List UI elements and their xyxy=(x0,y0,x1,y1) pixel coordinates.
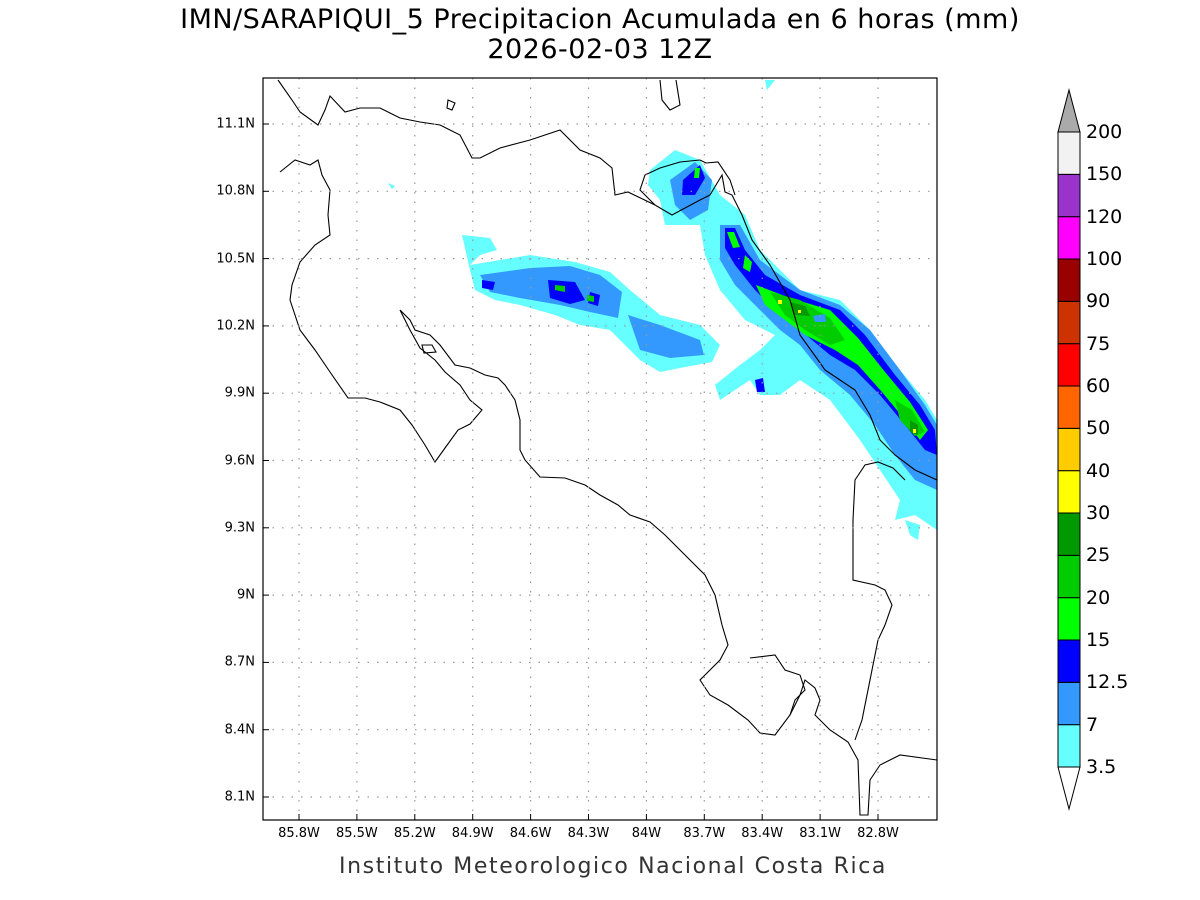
credit-text: Instituto Meteorologico Nacional Costa R… xyxy=(339,854,887,879)
colorbar-level-label: 60 xyxy=(1086,375,1111,397)
colorbar-swatch xyxy=(1057,512,1081,556)
colorbar-level-label: 100 xyxy=(1086,248,1123,270)
graticule xyxy=(263,78,937,820)
colorbar-swatch xyxy=(1057,343,1081,387)
lat-tick-label: 9.6N xyxy=(224,453,255,468)
colorbar-level-label: 15 xyxy=(1086,629,1111,651)
precip-20 xyxy=(555,285,594,302)
map-subtitle: 2026-02-03 12Z xyxy=(487,34,713,65)
precip-12.5 xyxy=(482,280,600,306)
map-frame xyxy=(262,77,938,821)
lat-tick-label: 9.3N xyxy=(224,520,255,536)
colorbar-level-label: 12.5 xyxy=(1086,671,1129,694)
colorbar-swatch xyxy=(1057,597,1081,641)
colorbar-swatch xyxy=(1057,427,1081,472)
lat-tick-label: 10.8N xyxy=(216,183,255,199)
colorbar-level-label: 90 xyxy=(1086,290,1111,313)
lon-tick-label: 84.3W xyxy=(567,826,610,841)
lat-tick-label: 8.4N xyxy=(224,722,255,738)
precip-15 xyxy=(694,168,928,440)
colorbar-level-label: 50 xyxy=(1086,417,1111,440)
colorbar-swatch xyxy=(1057,554,1081,599)
colorbar-swatch xyxy=(1057,724,1081,768)
lat-tick-label: 8.7N xyxy=(224,654,255,670)
lat-tick-label: 10.2N xyxy=(216,318,255,334)
colorbar-level-label: 30 xyxy=(1086,502,1111,524)
colorbar-under-triangle xyxy=(1057,766,1081,811)
colorbar-swatch xyxy=(1057,639,1081,683)
colorbar-level-label: 120 xyxy=(1086,205,1123,228)
colorbar-level-label: 40 xyxy=(1086,459,1111,482)
colorbar-swatch xyxy=(1057,173,1081,218)
precip-7 xyxy=(480,266,704,358)
lon-tick-label: 84W xyxy=(631,826,662,841)
colorbar-swatch xyxy=(1057,470,1081,514)
lon-tick-label: 85.2W xyxy=(393,826,436,841)
precip-25 xyxy=(790,302,918,435)
lat-tick-label: 8.1N xyxy=(224,789,255,805)
colorbar-over-triangle xyxy=(1057,88,1081,133)
colorbar-swatch xyxy=(1057,385,1081,429)
colorbar-level-label: 150 xyxy=(1086,163,1123,186)
axis-ticks xyxy=(263,123,879,820)
colorbar-level-label: 75 xyxy=(1086,332,1111,355)
colorbar-swatch xyxy=(1057,216,1081,260)
lon-tick-label: 83.1W xyxy=(799,826,841,841)
colorbar-level-label: 7 xyxy=(1086,713,1099,736)
precip-7 xyxy=(813,314,826,322)
colorbar-swatch xyxy=(1057,258,1081,302)
colorbar-level-label: 20 xyxy=(1086,586,1111,609)
map-title: IMN/SARAPIQUI_5 Precipitacion Acumulada … xyxy=(180,4,1020,35)
lat-tick-label: 9.9N xyxy=(224,385,255,401)
lon-tick-label: 83.4W xyxy=(741,826,784,841)
coastline xyxy=(277,79,937,816)
lon-tick-label: 84.6W xyxy=(509,826,552,841)
lat-tick-label: 10.5N xyxy=(216,251,255,267)
precipitation-field xyxy=(263,78,937,820)
lon-tick-label: 84.9W xyxy=(451,826,494,841)
colorbar-swatch xyxy=(1057,300,1081,345)
lon-tick-label: 83.7W xyxy=(683,826,726,841)
colorbar xyxy=(1057,88,1081,811)
colorbar-level-label: 25 xyxy=(1086,544,1111,567)
colorbar-swatch xyxy=(1057,131,1081,175)
precip-20 xyxy=(770,292,925,436)
lon-tick-label: 85.8W xyxy=(278,826,320,841)
colorbar-level-label: 3.5 xyxy=(1086,756,1117,778)
lon-tick-label: 85.5W xyxy=(335,826,378,841)
lat-tick-label: 11.1N xyxy=(216,116,255,132)
colorbar-level-label: 200 xyxy=(1086,121,1123,143)
lon-tick-label: 82.8W xyxy=(857,826,899,841)
lat-tick-label: 9N xyxy=(237,587,255,603)
colorbar-swatch xyxy=(1057,681,1081,726)
